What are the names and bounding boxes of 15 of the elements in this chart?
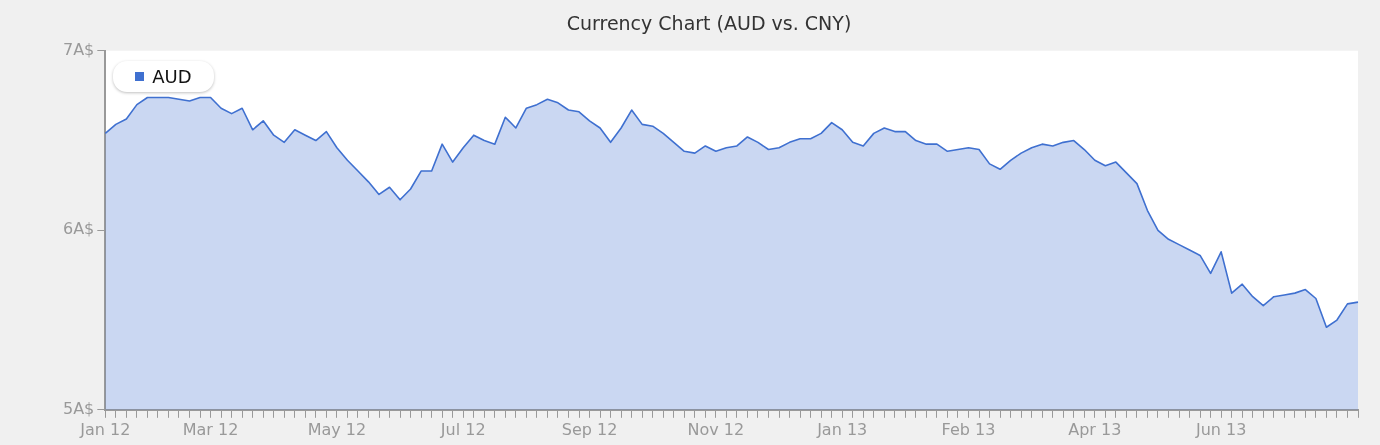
x-tick-label: Jan 12 [79,419,131,439]
y-tick-label: 5A$ [62,398,95,418]
x-tick-label: May 12 [307,419,367,439]
x-tick-label: Sep 12 [561,419,618,439]
chart-title: Currency Chart (AUD vs. CNY) [566,12,852,35]
x-tick-label: Apr 13 [1068,419,1122,439]
x-tick-label: Feb 13 [941,419,996,439]
x-tick-label: Jun 13 [1194,419,1247,439]
x-tick-label: Nov 12 [687,419,745,439]
y-tick-label: 7A$ [62,39,95,59]
x-tick-label: Jul 12 [439,419,486,439]
x-tick-label: Mar 12 [182,419,239,439]
y-tick-label: 6A$ [62,219,95,239]
legend-label: AUD [152,65,192,87]
x-tick-label: Jan 13 [816,419,868,439]
